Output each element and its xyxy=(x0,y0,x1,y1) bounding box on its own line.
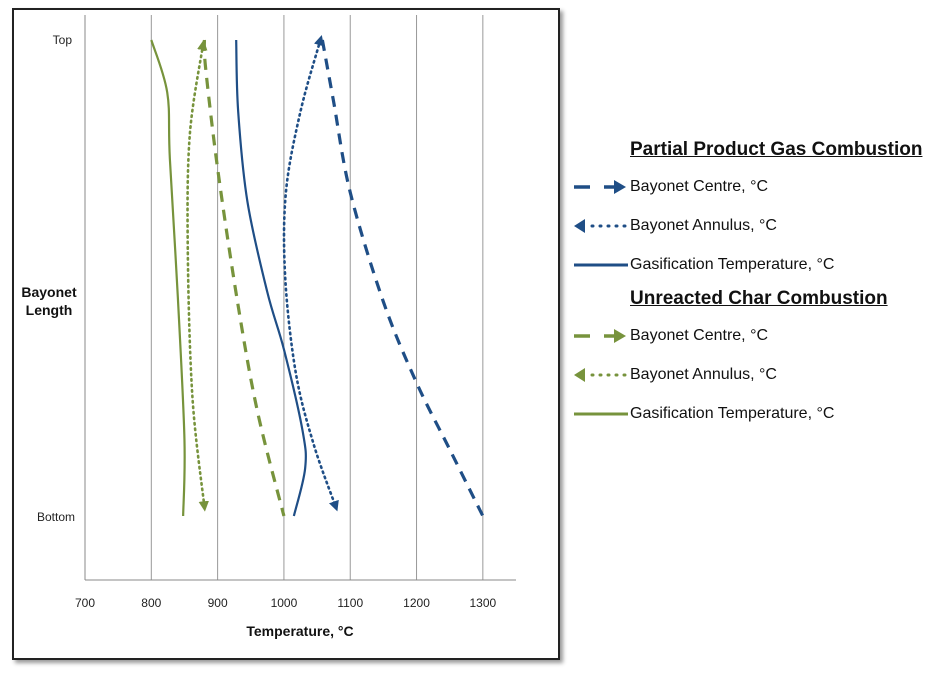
x-tick-label: 1000 xyxy=(271,596,298,610)
legend-item: Gasification Temperature, °C xyxy=(570,394,922,433)
x-tick-label: 800 xyxy=(141,596,161,610)
legend-item: Bayonet Centre, °C xyxy=(570,167,922,206)
legend-label: Bayonet Centre, °C xyxy=(630,177,769,195)
chart-frame xyxy=(12,8,560,660)
x-axis-title: Temperature, °C xyxy=(246,623,353,639)
series-line xyxy=(186,39,209,512)
legend-swatch-icon xyxy=(574,367,630,382)
x-tick-label: 1300 xyxy=(469,596,496,610)
legend: Partial Product Gas Combustion Bayonet Ce… xyxy=(570,135,922,433)
legend-item: Bayonet Annulus, °C xyxy=(570,206,922,245)
series-line xyxy=(235,39,307,517)
legend-label: Gasification Temperature, °C xyxy=(630,255,835,273)
legend-label: Bayonet Annulus, °C xyxy=(630,216,777,234)
x-tick-label: 900 xyxy=(208,596,228,610)
legend-item: Bayonet Centre, °C xyxy=(570,316,922,355)
y-tick-bottom: Bottom xyxy=(37,510,75,524)
series-line xyxy=(150,39,186,517)
legend-swatch-icon xyxy=(574,263,628,266)
series-line xyxy=(320,39,485,517)
legend-label: Bayonet Centre, °C xyxy=(630,326,769,344)
series-line xyxy=(282,34,339,512)
x-tick-label: 1100 xyxy=(337,596,363,610)
legend-item: Bayonet Annulus, °C xyxy=(570,355,922,394)
legend-swatch-icon xyxy=(574,412,628,415)
y-tick-top: Top xyxy=(53,33,73,47)
legend-group-title: Unreacted Char Combustion xyxy=(630,288,888,309)
legend-swatch-icon xyxy=(574,218,630,233)
legend-label: Gasification Temperature, °C xyxy=(630,404,835,422)
series-line xyxy=(202,39,286,517)
legend-swatch-icon xyxy=(574,179,626,194)
legend-swatch-icon xyxy=(574,328,626,343)
legend-group-title: Partial Product Gas Combustion xyxy=(630,139,923,160)
y-axis-title: Bayonet Length xyxy=(21,284,77,318)
x-tick-label: 700 xyxy=(75,596,95,610)
x-tick-label: 1200 xyxy=(403,596,430,610)
legend-item: Gasification Temperature, °C xyxy=(570,245,922,284)
legend-label: Bayonet Annulus, °C xyxy=(630,365,777,383)
